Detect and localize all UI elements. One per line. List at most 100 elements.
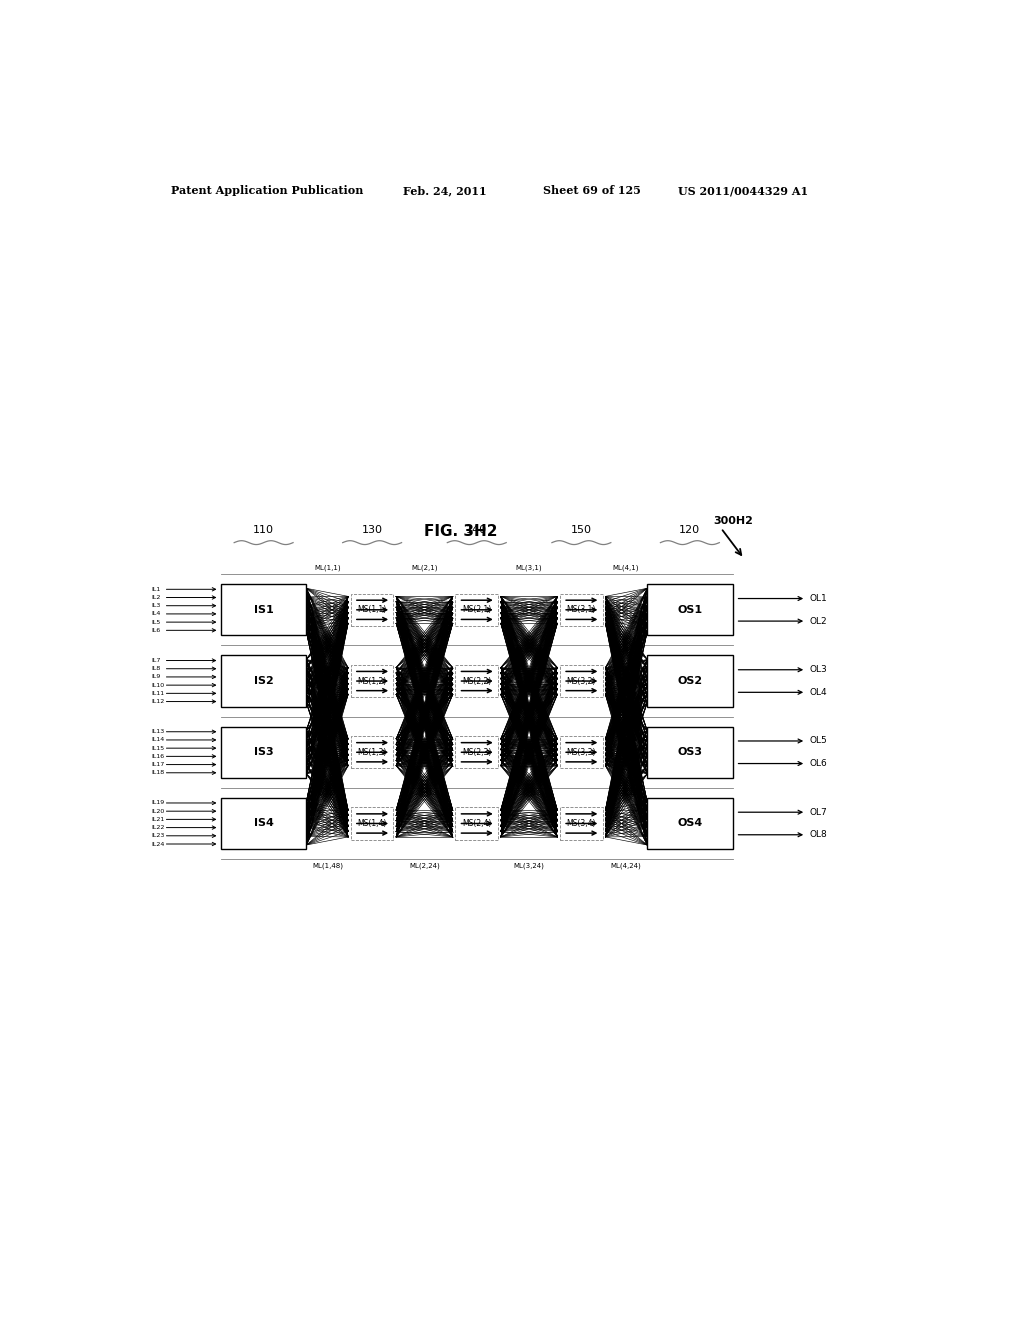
Bar xyxy=(221,656,306,706)
Text: OS3: OS3 xyxy=(677,747,702,758)
Text: ML(3,1): ML(3,1) xyxy=(516,565,543,572)
Text: MS(2,2): MS(2,2) xyxy=(462,677,492,685)
Bar xyxy=(221,585,306,635)
Bar xyxy=(560,665,603,697)
Text: IL12: IL12 xyxy=(152,700,165,704)
Text: IS3: IS3 xyxy=(254,747,273,758)
Text: IL6: IL6 xyxy=(152,628,161,632)
Text: IL11: IL11 xyxy=(152,690,165,696)
Text: OL3: OL3 xyxy=(810,665,827,675)
Bar xyxy=(456,594,498,626)
Text: IL7: IL7 xyxy=(152,659,161,663)
Text: IL19: IL19 xyxy=(152,800,165,805)
Text: 120: 120 xyxy=(679,525,700,535)
Bar xyxy=(647,797,732,849)
Text: ML(4,24): ML(4,24) xyxy=(610,862,641,869)
Text: ML(4,12): ML(4,12) xyxy=(610,718,641,725)
Text: Sheet 69 of 125: Sheet 69 of 125 xyxy=(543,185,640,197)
Text: IL5: IL5 xyxy=(152,619,161,624)
Text: ML(2,12): ML(2,12) xyxy=(409,718,440,725)
Text: IL3: IL3 xyxy=(152,603,161,609)
Text: IL10: IL10 xyxy=(152,682,165,688)
Text: ML(1,12): ML(1,12) xyxy=(312,647,343,653)
Text: OL7: OL7 xyxy=(810,808,827,817)
Bar xyxy=(221,797,306,849)
Text: 150: 150 xyxy=(570,525,592,535)
Text: OL6: OL6 xyxy=(810,759,827,768)
Text: ML(3,24): ML(3,24) xyxy=(514,862,545,869)
Text: Feb. 24, 2011: Feb. 24, 2011 xyxy=(403,185,486,197)
Text: IL14: IL14 xyxy=(152,738,165,742)
Text: IS2: IS2 xyxy=(254,676,273,686)
Text: ML(3,12): ML(3,12) xyxy=(514,718,545,725)
Bar xyxy=(221,726,306,777)
Bar xyxy=(456,665,498,697)
Text: ML(1,24): ML(1,24) xyxy=(312,718,343,725)
Text: MS(3,1): MS(3,1) xyxy=(566,606,596,614)
Text: IL1: IL1 xyxy=(152,587,161,591)
Text: ML(2,1): ML(2,1) xyxy=(412,565,437,572)
Text: ML(2,24): ML(2,24) xyxy=(409,862,440,869)
Text: ML(2,18): ML(2,18) xyxy=(409,789,440,796)
Text: OS1: OS1 xyxy=(677,605,702,615)
Text: IL4: IL4 xyxy=(152,611,161,616)
Text: MS(2,1): MS(2,1) xyxy=(462,606,492,614)
Text: FIG. 3H2: FIG. 3H2 xyxy=(425,524,498,540)
Text: 130: 130 xyxy=(361,525,383,535)
Bar xyxy=(351,665,393,697)
Text: ML(3,18): ML(3,18) xyxy=(513,789,545,796)
Text: MS(3,3): MS(3,3) xyxy=(566,747,596,756)
Text: IL22: IL22 xyxy=(152,825,165,830)
Text: IL17: IL17 xyxy=(152,762,165,767)
Text: US 2011/0044329 A1: US 2011/0044329 A1 xyxy=(678,185,808,197)
Bar xyxy=(456,737,498,768)
Text: OL4: OL4 xyxy=(810,688,827,697)
Text: MS(1,4): MS(1,4) xyxy=(357,818,387,828)
Text: IL8: IL8 xyxy=(152,667,161,672)
Text: 300H2: 300H2 xyxy=(713,516,753,525)
Text: MS(1,2): MS(1,2) xyxy=(357,677,387,685)
Bar xyxy=(351,737,393,768)
Text: OS2: OS2 xyxy=(677,676,702,686)
Text: Patent Application Publication: Patent Application Publication xyxy=(171,185,362,197)
Text: ML(4,1): ML(4,1) xyxy=(612,565,639,572)
Text: IL9: IL9 xyxy=(152,675,161,680)
Text: ML(2,6): ML(2,6) xyxy=(412,647,437,653)
Text: IL21: IL21 xyxy=(152,817,165,822)
Text: IS1: IS1 xyxy=(254,605,273,615)
Text: MS(3,4): MS(3,4) xyxy=(566,818,596,828)
Text: MS(3,2): MS(3,2) xyxy=(566,677,596,685)
Text: ML(4,6): ML(4,6) xyxy=(612,647,639,653)
Bar xyxy=(647,585,732,635)
Text: OL1: OL1 xyxy=(810,594,827,603)
Text: IL15: IL15 xyxy=(152,746,165,751)
Text: IL2: IL2 xyxy=(152,595,161,601)
Text: MS(2,4): MS(2,4) xyxy=(462,818,492,828)
Text: ML(4,18): ML(4,18) xyxy=(610,789,641,796)
Text: ML(1,48): ML(1,48) xyxy=(312,862,343,869)
Text: OL5: OL5 xyxy=(810,737,827,746)
Bar xyxy=(647,726,732,777)
Text: MS(2,3): MS(2,3) xyxy=(462,747,492,756)
Text: IL20: IL20 xyxy=(152,809,165,813)
Text: IL13: IL13 xyxy=(152,729,165,734)
Text: IL24: IL24 xyxy=(152,842,165,846)
Text: OL8: OL8 xyxy=(810,830,827,840)
Text: 140: 140 xyxy=(466,525,487,535)
Bar xyxy=(560,808,603,840)
Bar xyxy=(456,808,498,840)
Text: IS4: IS4 xyxy=(254,818,273,829)
Text: OL2: OL2 xyxy=(810,616,827,626)
Text: ML(1,35): ML(1,35) xyxy=(312,789,343,796)
Bar xyxy=(351,808,393,840)
Text: MS(1,1): MS(1,1) xyxy=(357,606,387,614)
Bar xyxy=(351,594,393,626)
Text: OS4: OS4 xyxy=(677,818,702,829)
Bar xyxy=(647,656,732,706)
Text: ML(3,6): ML(3,6) xyxy=(516,647,543,653)
Text: MS(1,3): MS(1,3) xyxy=(357,747,387,756)
Bar xyxy=(560,594,603,626)
Text: IL18: IL18 xyxy=(152,771,165,775)
Text: ML(1,1): ML(1,1) xyxy=(314,565,341,572)
Text: IL23: IL23 xyxy=(152,833,165,838)
